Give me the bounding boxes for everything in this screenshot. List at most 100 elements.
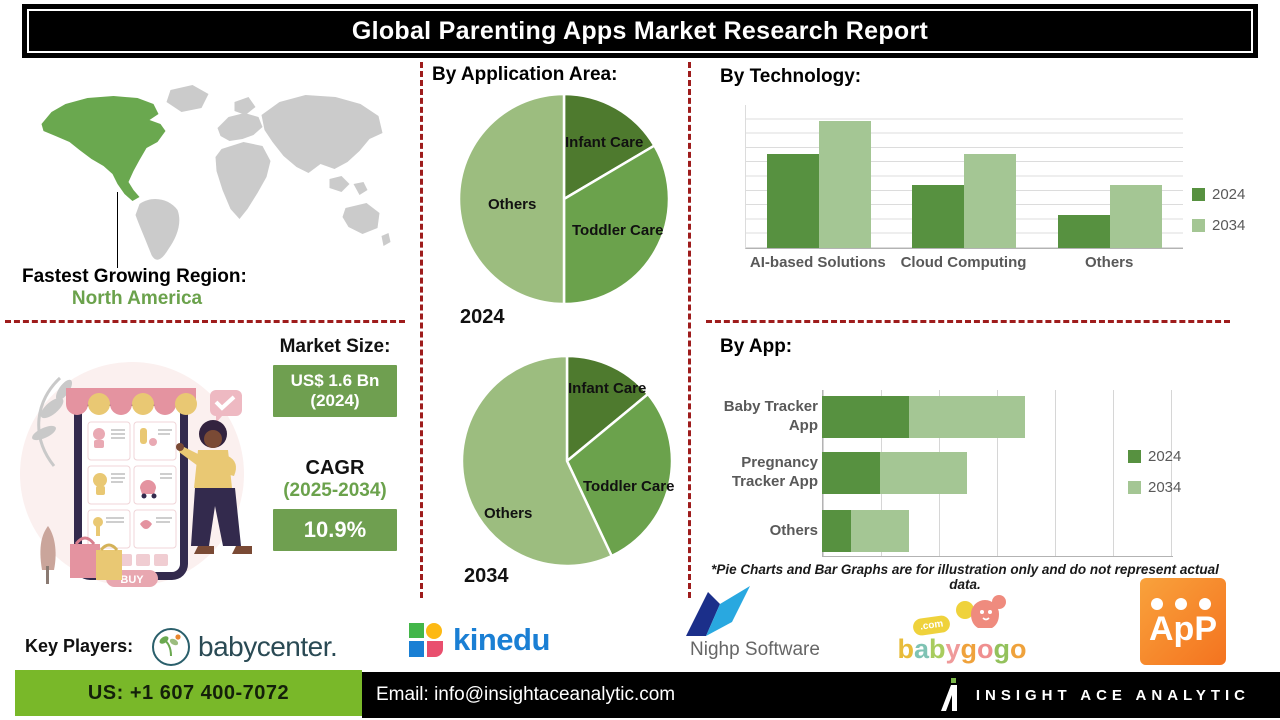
app-wordmark-wrap: ApP — [1149, 597, 1217, 648]
title-frame: Global Parenting Apps Market Research Re… — [27, 9, 1253, 53]
market-size-value: US$ 1.6 Bn — [290, 371, 380, 390]
legend-swatch-2024 — [1192, 188, 1205, 201]
nighp-icon — [686, 586, 750, 636]
app-category-label: Baby Tracker App — [723, 398, 818, 434]
babygogo-wordmark: babygogo — [882, 634, 1042, 665]
app-category-label: Others — [769, 521, 818, 539]
technology-legend: 2024 2034 — [1192, 186, 1245, 234]
pie-2034-label-infant-care: Infant Care — [568, 380, 647, 397]
tech-category-label: Others — [1085, 254, 1134, 271]
cagr-period: (2025-2034) — [283, 480, 387, 501]
babygogo-letter: a — [913, 634, 929, 664]
tech-category-label: AI-based Solutions — [749, 254, 886, 271]
tech-bar-group-3 — [1058, 185, 1163, 248]
application-area-heading: By Application Area: — [432, 64, 618, 85]
map-other-regions — [135, 85, 391, 260]
babygogo-elephant-icon — [955, 595, 1006, 628]
bar-2034-ai-based-solutions — [818, 120, 871, 248]
bar-2034-others — [1110, 185, 1163, 248]
legend-item-2034: 2034 — [1192, 217, 1245, 234]
legend-label-2034: 2034 — [1212, 217, 1246, 234]
pie-chart-2024 — [457, 92, 671, 306]
market-size-block: Market Size: US$ 1.6 Bn (2024) CAGR (202… — [252, 336, 418, 551]
market-size-value-box: US$ 1.6 Bn (2024) — [273, 365, 397, 417]
babycenter-icon — [152, 628, 190, 666]
bar-2034-pregnancy-tracker-app — [880, 452, 967, 494]
pie-slice-toddler-care — [562, 143, 671, 306]
pie-slice-others — [457, 92, 566, 306]
pie-2024-label-others: Others — [488, 196, 537, 213]
world-map — [41, 85, 391, 260]
footer-email[interactable]: Email: info@insightaceanalytic.com — [376, 684, 676, 705]
shop-awning — [66, 388, 197, 415]
region-heading: Fastest Growing Region: — [22, 266, 247, 287]
logo-nighp-software: Nighp Software — [678, 580, 848, 661]
map-pointer-line — [117, 192, 118, 268]
shopping-app-illustration: BUY — [20, 362, 252, 587]
app-wordmark: ApP — [1149, 609, 1217, 648]
pie-slice-others — [460, 354, 614, 568]
legend-swatch-2034 — [1128, 481, 1141, 494]
cagr-value-box: 10.9% — [273, 509, 397, 551]
legend-item-2034: 2034 — [1128, 479, 1181, 496]
check-bubble-icon — [210, 390, 242, 423]
region-north-america — [41, 96, 166, 201]
app-bar-row-1: Baby Tracker App — [694, 396, 1025, 438]
insight-ace-logo-icon — [940, 678, 957, 711]
divider-right-horizontal — [706, 320, 1230, 323]
bar-2024-others — [1058, 215, 1111, 248]
babygogo-letter: g — [960, 634, 978, 664]
pie-2024-label-infant-care: Infant Care — [565, 134, 644, 151]
tech-bar-group-2 — [912, 153, 1017, 248]
technology-heading: By Technology: — [720, 66, 862, 87]
tech-category-label: Cloud Computing — [900, 254, 1027, 271]
babygogo-letter: y — [945, 634, 961, 664]
svg-text:BUY: BUY — [120, 574, 144, 586]
key-players-heading: Key Players: — [25, 636, 134, 656]
region-value: North America — [71, 288, 203, 310]
babygogo-letter: b — [929, 634, 946, 664]
bar-2024-cloud-computing — [912, 185, 965, 248]
footer-bar: Email: info@insightaceanalytic.com INSIG… — [362, 672, 1280, 718]
legend-item-2024: 2024 — [1128, 448, 1181, 465]
logo-babycenter: babycenter. — [150, 626, 338, 668]
legend-label-2034: 2034 — [1148, 479, 1182, 496]
fastest-growing-region: Fastest Growing Region: North America — [22, 266, 292, 311]
small-tree — [40, 526, 56, 570]
tech-bar-group-1 — [766, 120, 871, 248]
app-bar-row-3: Others — [694, 510, 909, 552]
woman-figure — [176, 420, 252, 554]
disclaimer-note: *Pie Charts and Bar Graphs are for illus… — [711, 562, 1219, 592]
footer-brand: INSIGHT ACE ANALYTIC — [940, 678, 1250, 712]
babycenter-wordmark: babycenter. — [198, 631, 338, 662]
market-size-heading: Market Size: — [279, 336, 391, 357]
pie-year-2034: 2034 — [464, 565, 509, 587]
footer-brand-text: INSIGHT ACE ANALYTIC — [975, 686, 1250, 704]
product-icons — [93, 428, 172, 536]
legend-item-2024: 2024 — [1192, 186, 1245, 203]
bar-2034-baby-tracker-app — [909, 396, 1025, 438]
kinedu-icon — [409, 623, 443, 657]
cagr-heading: CAGR — [305, 457, 365, 479]
babygogo-letter: g — [993, 634, 1011, 664]
babygogo-letter: o — [1010, 634, 1027, 664]
babygogo-icon: .com — [882, 592, 1042, 637]
legend-label-2024: 2024 — [1148, 448, 1182, 465]
technology-category-labels: AI-based Solutions Cloud Computing Others — [745, 254, 1182, 271]
bar-2034-others — [851, 510, 909, 552]
pie-2034-label-others: Others — [484, 505, 533, 522]
divider-vertical-right — [688, 62, 691, 598]
page-title: Global Parenting Apps Market Research Re… — [351, 16, 929, 45]
by-app-heading: By App: — [720, 336, 793, 357]
bar-2034-cloud-computing — [964, 153, 1017, 248]
pie-slice-infant-care — [562, 92, 657, 202]
pie-2034-label-toddler-care: Toddler Care — [583, 478, 675, 495]
bar-2024-ai-based-solutions — [766, 153, 819, 248]
pie-2024-label-toddler-care: Toddler Care — [572, 222, 664, 239]
bar-2024-pregnancy-tracker-app — [822, 452, 880, 494]
bar-2024-others — [822, 510, 851, 552]
pie-slice-infant-care — [565, 354, 650, 464]
footer-phone[interactable]: US: +1 607 400-7072 — [87, 681, 290, 704]
title-bar: Global Parenting Apps Market Research Re… — [22, 4, 1258, 58]
divider-vertical-left — [420, 62, 423, 598]
